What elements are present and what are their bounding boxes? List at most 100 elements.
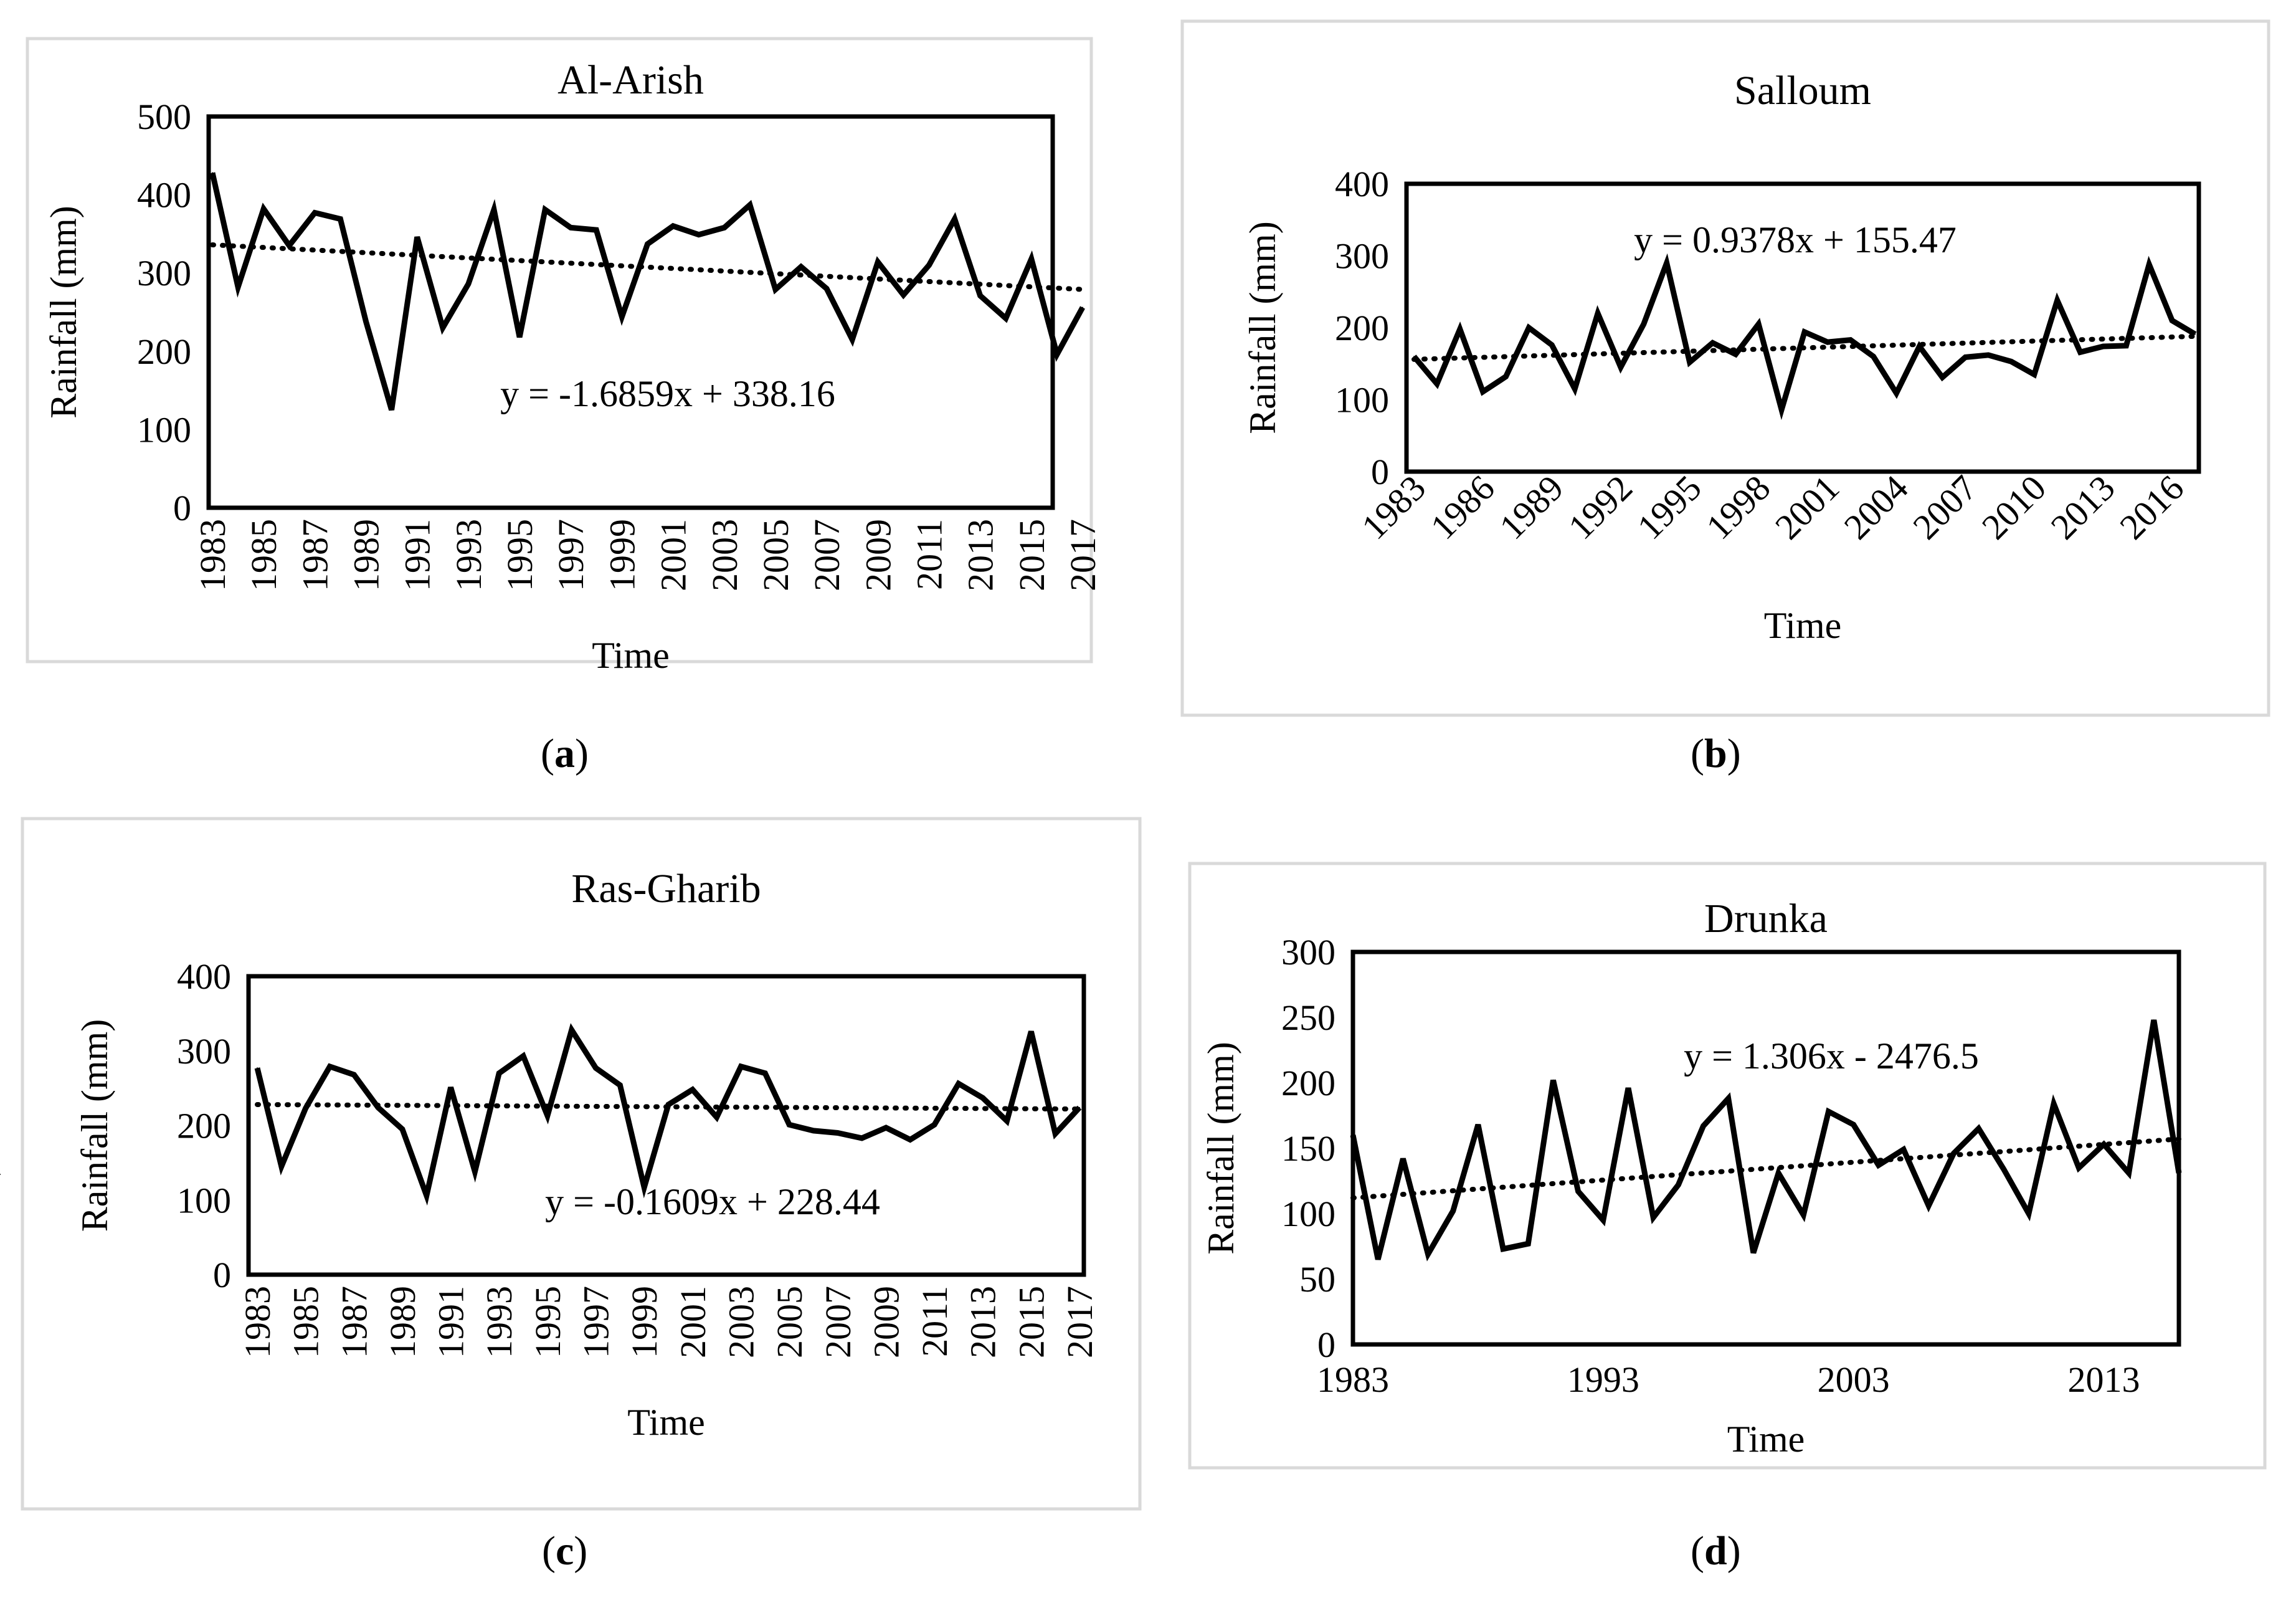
- data-point: [909, 1139, 911, 1141]
- data-point: [1620, 366, 1621, 368]
- data-point: [401, 1128, 403, 1130]
- data-point: [837, 1132, 838, 1134]
- y-tick-label: 100: [137, 409, 191, 450]
- x-tick-label: 1989: [382, 1286, 423, 1358]
- data-point: [877, 261, 879, 263]
- data-point: [928, 264, 930, 266]
- data-point: [1597, 312, 1599, 314]
- y-axis-label: Rainfall (mm): [74, 1019, 115, 1232]
- data-point: [1877, 1164, 1879, 1166]
- data-point: [1778, 1172, 1780, 1174]
- chart-frame: [21, 817, 1142, 1511]
- data-point: [2128, 1172, 2130, 1174]
- trendline: [210, 242, 1085, 292]
- data-point: [391, 409, 392, 411]
- x-tick-label: 1993: [1567, 1359, 1639, 1400]
- data-point: [2125, 345, 2127, 346]
- x-tick-label: 1986: [1423, 467, 1502, 547]
- x-tick-label: 1989: [1492, 467, 1572, 547]
- x-tick-label: 2013: [2043, 467, 2123, 547]
- data-point: [1828, 1111, 1829, 1113]
- data-point: [1459, 328, 1461, 330]
- y-tick-label: 200: [1335, 308, 1389, 348]
- x-tick-label: 1983: [1354, 467, 1433, 547]
- y-tick-label: 0: [213, 1255, 231, 1295]
- data-point: [1505, 376, 1507, 378]
- data-point: [1377, 1258, 1379, 1260]
- x-tick-label: 1991: [397, 519, 438, 591]
- data-point: [2102, 346, 2104, 348]
- data-point: [672, 225, 674, 227]
- plot-area: [1404, 181, 2201, 474]
- x-axis-label: Time: [1764, 605, 1842, 646]
- data-point: [1030, 258, 1032, 260]
- x-tick-label: 1995: [1629, 467, 1709, 547]
- data-point: [1804, 331, 1805, 333]
- data-point: [1628, 1087, 1629, 1089]
- data-point: [812, 1130, 814, 1131]
- data-point: [903, 294, 904, 296]
- plot-area: [1350, 949, 2181, 1347]
- data-point: [1527, 1243, 1529, 1245]
- panel-label-d: (d): [1691, 1528, 1741, 1574]
- x-tick-label: 2003: [1818, 1359, 1890, 1400]
- x-tick-label: 1998: [1698, 467, 1778, 547]
- data-point: [2033, 374, 2035, 376]
- plot-area: [246, 974, 1086, 1277]
- chart-frame: [26, 37, 1093, 663]
- data-point: [1903, 1149, 1904, 1151]
- data-point: [861, 1137, 863, 1139]
- chart-drunka: Drunka 0 50 100 150 200 250 300 Rainfall (mm) 198…: [0, 862, 2267, 1470]
- data-point: [1677, 1184, 1679, 1186]
- x-tick-label: 2004: [1836, 467, 1916, 547]
- data-point: [934, 1124, 936, 1126]
- data-point: [1427, 1253, 1429, 1255]
- data-point: [416, 236, 418, 238]
- x-tick-label: 2007: [818, 1286, 858, 1358]
- y-tick-label: 500: [137, 97, 191, 137]
- x-tick-label: 1985: [286, 1286, 326, 1358]
- data-point: [571, 1029, 572, 1031]
- data-point: [1079, 1106, 1080, 1108]
- trendline: [1411, 333, 2198, 362]
- data-point: [442, 327, 444, 329]
- y-tick-label: 400: [137, 175, 191, 216]
- x-tick-label: 2009: [858, 519, 898, 591]
- data-point: [1413, 356, 1415, 358]
- y-tick-label: 100: [177, 1180, 231, 1220]
- data-point: [1574, 388, 1576, 390]
- data-point: [1477, 1124, 1479, 1126]
- chart-title: Salloum: [1734, 68, 1871, 113]
- x-tick-label: 1991: [431, 1286, 472, 1358]
- data-point: [263, 208, 265, 210]
- trend-equation: y = -1.6859x + 338.16: [500, 373, 835, 414]
- y-tick-label: 0: [173, 488, 191, 528]
- chart-frame: [1188, 862, 2267, 1470]
- x-tick-label: 1983: [1317, 1359, 1389, 1400]
- data-point: [1482, 391, 1484, 392]
- x-tick-label: 1997: [576, 1286, 617, 1358]
- chart-ras-gharib: Ras-Gharib 0 100 200 300 400 Rainfall (mm) 1983…: [21, 817, 1142, 1511]
- data-point: [826, 288, 828, 290]
- data-point: [982, 1097, 984, 1099]
- data-point: [305, 1107, 306, 1109]
- data-point: [2028, 1213, 2029, 1214]
- data-point: [2003, 1168, 2004, 1170]
- data-point: [2056, 300, 2058, 302]
- x-tick-label: 1987: [295, 519, 335, 591]
- x-tick-label: 2001: [1767, 467, 1847, 547]
- data-point: [365, 321, 367, 323]
- data-point: [1849, 339, 1851, 341]
- data-point: [280, 1166, 282, 1168]
- data-point: [595, 1067, 597, 1069]
- data-point: [1928, 1205, 1930, 1207]
- data-point: [716, 1116, 718, 1118]
- panel-label-b: (b): [1691, 731, 1741, 776]
- x-tick-label: 2013: [961, 519, 1001, 591]
- data-point: [1978, 1128, 1980, 1130]
- y-tick-label: 300: [177, 1031, 231, 1072]
- data-point: [2010, 361, 2012, 363]
- data-point: [1502, 1248, 1504, 1250]
- data-point: [546, 1115, 548, 1116]
